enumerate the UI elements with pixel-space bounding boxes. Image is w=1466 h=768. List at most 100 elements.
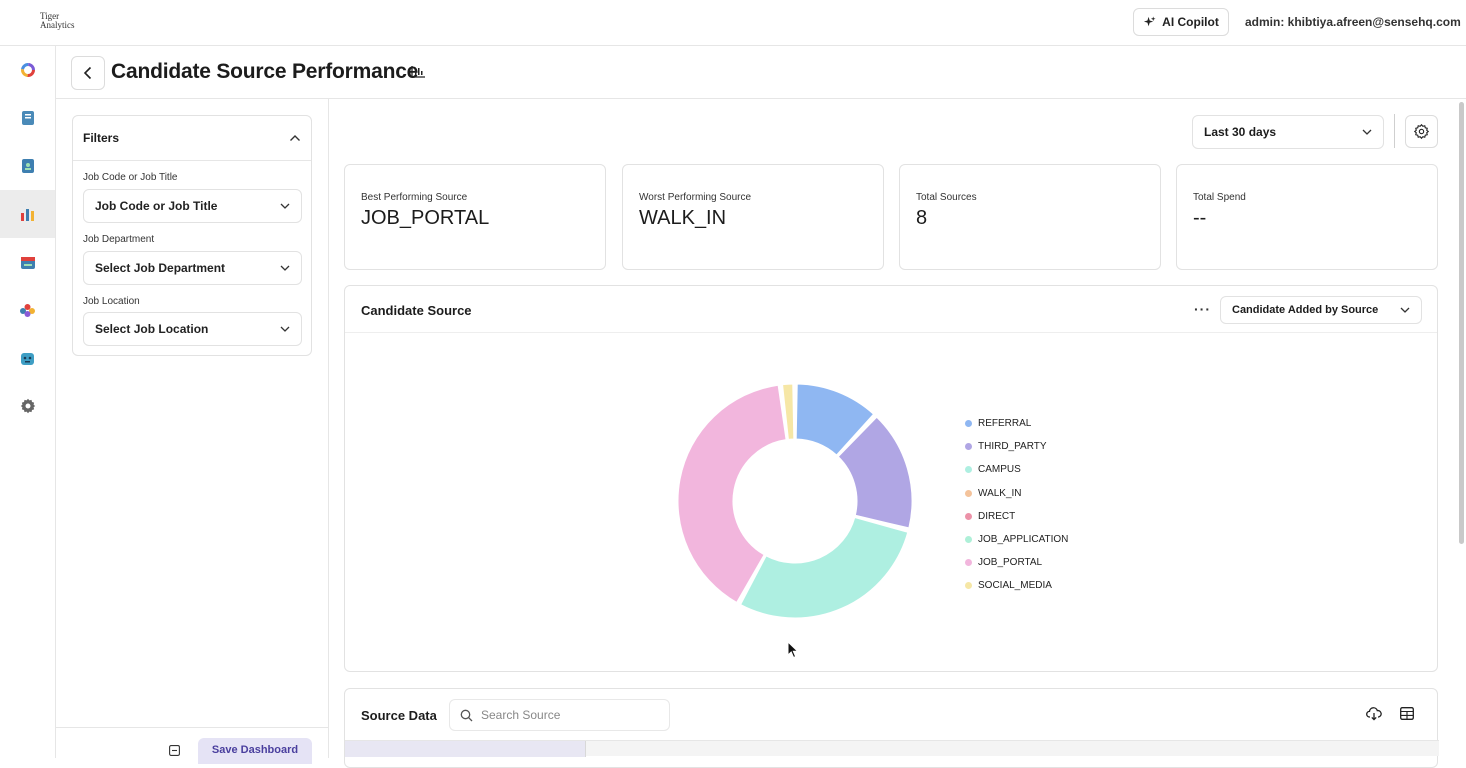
ai-copilot-label: AI Copilot — [1162, 15, 1219, 29]
back-button[interactable] — [71, 56, 105, 90]
team-icon — [20, 303, 35, 317]
gear-icon — [1414, 124, 1429, 139]
chart-metric-select[interactable]: Candidate Added by Source — [1220, 296, 1422, 324]
chart-type-icon[interactable] — [411, 65, 426, 78]
sidebar-item-bot[interactable] — [0, 334, 55, 382]
sidebar-item-team[interactable] — [0, 286, 55, 334]
chevron-down-icon — [1362, 129, 1372, 135]
job-department-value: Select Job Department — [95, 261, 226, 275]
legend-label: JOB_PORTAL — [978, 557, 1043, 569]
sidebar-item-calendar[interactable] — [0, 238, 55, 286]
settings-button[interactable] — [1405, 115, 1438, 148]
table-header-first-cell[interactable] — [345, 741, 586, 757]
collapse-panel-icon[interactable] — [169, 745, 180, 756]
stat-value: -- — [1193, 207, 1207, 229]
divider — [1394, 114, 1395, 148]
bar-chart-icon — [20, 209, 34, 221]
job-location-label: Job Location — [83, 296, 140, 307]
legend-label: JOB_APPLICATION — [978, 534, 1069, 546]
legend-item-third-party[interactable]: THIRD_PARTY — [965, 435, 1068, 458]
job-code-value: Job Code or Job Title — [95, 199, 218, 213]
more-options-button[interactable]: ··· — [1194, 301, 1211, 317]
legend-item-campus[interactable]: CAMPUS — [965, 458, 1068, 481]
legend-label: DIRECT — [978, 510, 1016, 522]
source-data-card: Source Data — [344, 688, 1439, 768]
job-department-select[interactable]: Select Job Department — [83, 251, 302, 285]
page-title: Candidate Source Performance — [111, 60, 419, 83]
mouse-cursor-icon — [787, 641, 799, 659]
scrollbar-thumb[interactable] — [1459, 102, 1464, 544]
download-cloud-icon[interactable] — [1366, 707, 1382, 721]
legend-label: WALK_IN — [978, 487, 1022, 499]
candidate-source-card: Candidate Source ··· Candidate Added by … — [344, 285, 1438, 672]
legend-swatch — [965, 582, 972, 590]
legend-item-direct[interactable]: DIRECT — [965, 505, 1068, 528]
stat-label: Total Spend — [1193, 192, 1246, 203]
legend-item-referral[interactable]: REFERRAL — [965, 412, 1068, 435]
source-search-box[interactable] — [449, 699, 670, 731]
date-range-select[interactable]: Last 30 days — [1192, 115, 1384, 149]
source-search-input[interactable] — [481, 708, 651, 722]
job-location-select[interactable]: Select Job Location — [83, 312, 302, 346]
sidebar-item-home[interactable] — [0, 46, 55, 94]
legend-swatch — [965, 489, 972, 497]
legend-label: CAMPUS — [978, 464, 1021, 476]
donut-slice-third-party[interactable] — [837, 416, 913, 529]
donut-slice-job-portal[interactable] — [677, 384, 787, 603]
top-bar: Tiger Analytics AI Copilot admin: khibti… — [0, 0, 1466, 46]
legend-swatch — [965, 443, 972, 451]
sidebar-item-jobs[interactable] — [0, 94, 55, 142]
legend-item-walk-in[interactable]: WALK_IN — [965, 482, 1068, 505]
main-content: Last 30 days Best Performing Source JOB_… — [329, 99, 1457, 768]
legend-label: THIRD_PARTY — [978, 441, 1047, 453]
brand-logo[interactable]: Tiger Analytics — [40, 11, 75, 30]
chevron-up-icon[interactable] — [289, 134, 301, 142]
filters-footer: Save Dashboard — [56, 727, 329, 764]
document-user-icon — [21, 159, 34, 173]
total-spend-card: Total Spend -- — [1176, 164, 1438, 270]
chart-header: Candidate Source ··· Candidate Added by … — [345, 286, 1437, 333]
chevron-down-icon — [280, 326, 290, 332]
main-scrollbar[interactable] — [1456, 99, 1466, 758]
legend-item-job-application[interactable]: JOB_APPLICATION — [965, 528, 1068, 551]
gear-icon — [20, 398, 35, 414]
table-header-row — [345, 740, 1439, 757]
donut-chart — [677, 383, 913, 619]
date-range-value: Last 30 days — [1204, 125, 1277, 139]
table-view-icon[interactable] — [1400, 707, 1414, 720]
source-data-title: Source Data — [361, 708, 437, 723]
legend-swatch — [965, 559, 972, 567]
robot-icon — [21, 352, 34, 365]
stat-label: Best Performing Source — [361, 192, 468, 203]
sparkle-icon — [1144, 15, 1156, 26]
sidebar-nav — [0, 46, 56, 758]
filters-header[interactable]: Filters — [73, 116, 311, 161]
legend-swatch — [965, 512, 972, 520]
best-source-card: Best Performing Source JOB_PORTAL — [344, 164, 606, 270]
sidebar-item-settings[interactable] — [0, 382, 55, 430]
save-dashboard-button[interactable]: Save Dashboard — [198, 738, 312, 764]
job-code-select[interactable]: Job Code or Job Title — [83, 189, 302, 223]
sidebar-item-candidates[interactable] — [0, 142, 55, 190]
job-department-label: Job Department — [83, 234, 155, 245]
donut-slice-campus[interactable] — [740, 517, 909, 619]
sidebar-item-analytics[interactable] — [0, 190, 55, 238]
filters-title: Filters — [83, 131, 120, 145]
legend-item-job-portal[interactable]: JOB_PORTAL — [965, 551, 1068, 574]
job-location-value: Select Job Location — [95, 322, 209, 336]
ai-copilot-button[interactable]: AI Copilot — [1133, 8, 1229, 36]
chevron-down-icon — [280, 265, 290, 271]
legend-item-social-media[interactable]: SOCIAL_MEDIA — [965, 574, 1068, 597]
donut-slice-referral[interactable] — [795, 383, 874, 456]
chevron-down-icon — [280, 203, 290, 209]
admin-account[interactable]: admin: khibtiya.afreen@sensehq.com — [1245, 15, 1461, 29]
stat-value: WALK_IN — [639, 207, 727, 229]
chart-metric-value: Candidate Added by Source — [1232, 304, 1379, 316]
total-sources-card: Total Sources 8 — [899, 164, 1161, 270]
legend-label: REFERRAL — [978, 418, 1032, 430]
legend-label: SOCIAL_MEDIA — [978, 580, 1052, 592]
donut-slice-social-media[interactable] — [782, 383, 795, 440]
stat-label: Worst Performing Source — [639, 192, 752, 203]
legend-swatch — [965, 420, 972, 428]
ring-logo-icon — [20, 63, 35, 77]
